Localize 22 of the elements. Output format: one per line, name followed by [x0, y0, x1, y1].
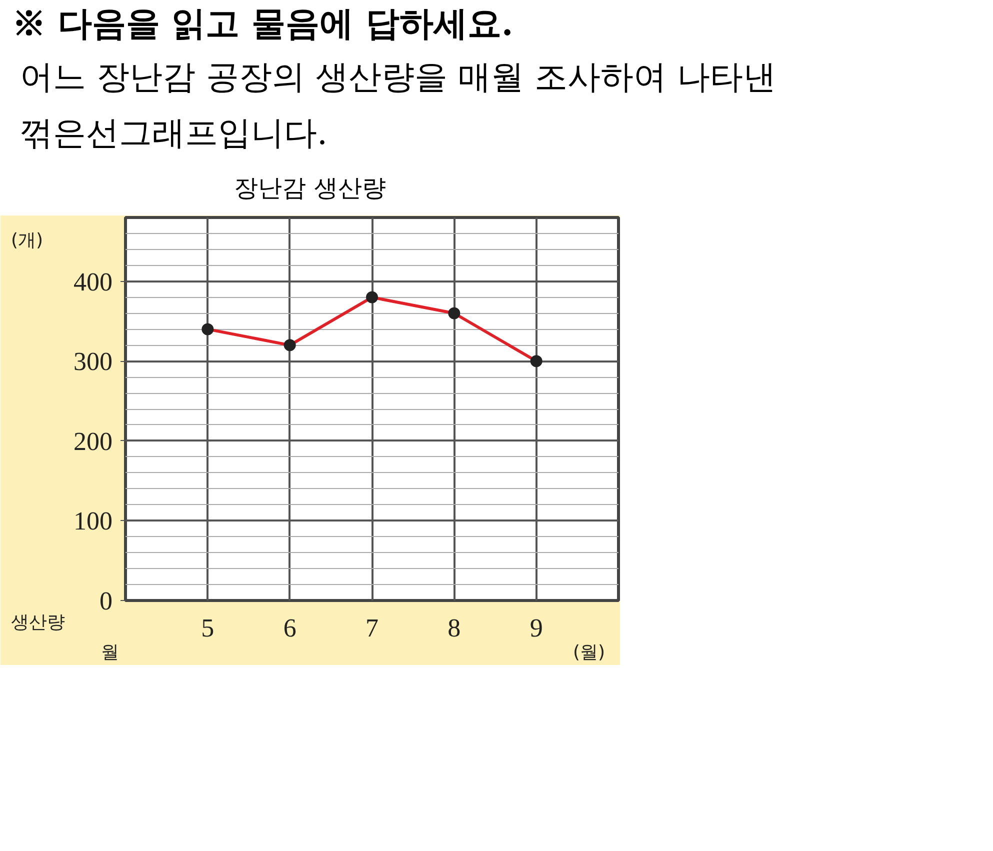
x-tick-label: 8 — [448, 614, 461, 643]
x-axis-title: (월) — [573, 641, 606, 666]
y-tick-label: 200 — [74, 426, 112, 456]
point — [448, 307, 460, 320]
text: 월 — [101, 641, 119, 666]
y-tick-label: 400 — [74, 267, 112, 296]
chart-title: 장난감 생산량 — [234, 172, 386, 204]
text: 생산량 — [11, 611, 65, 636]
point — [366, 291, 378, 304]
y-tick-label: 300 — [74, 347, 112, 376]
y-tick-label: 0 — [100, 586, 112, 616]
x-tick-label: 5 — [201, 614, 214, 643]
point — [284, 339, 296, 352]
y-tick-label: 100 — [74, 506, 112, 536]
x-tick-label: 6 — [283, 614, 296, 643]
x-tick-label: 9 — [530, 614, 543, 643]
y-axis-title: (개) — [11, 229, 44, 254]
text: ※ 다음을 읽고 물음에 답하세요. — [12, 3, 514, 46]
point — [530, 355, 542, 368]
chart-subtitle: 어느 장난감 공장의 생산량을 매월 조사하여 나타낸 꺾은선그래프입니다. — [20, 56, 777, 154]
x-tick-label: 7 — [366, 614, 378, 643]
point — [202, 323, 214, 336]
